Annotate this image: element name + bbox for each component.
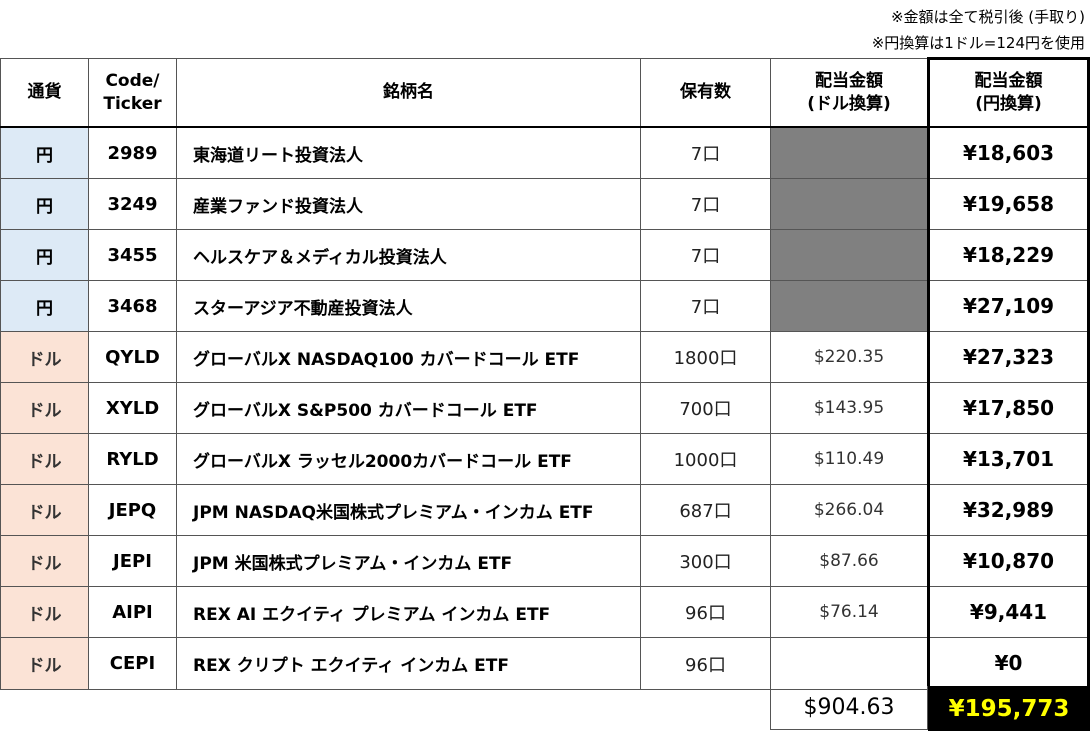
table-row: ドル JEPQ JPM NASDAQ米国株式プレミアム・インカム ETF 687口 $2…	[0, 484, 1090, 536]
name-cell: JPM NASDAQ米国株式プレミアム・インカム ETF	[176, 484, 641, 536]
totals-row: $904.63 ¥195,773	[770, 686, 1090, 731]
currency-cell: ドル	[0, 382, 89, 434]
currency-cell: 円	[0, 178, 89, 230]
usd-cell: $266.04	[770, 484, 929, 536]
currency-cell: ドル	[0, 535, 89, 587]
header-code: Code/Ticker	[88, 58, 177, 128]
masked-usd-cell	[770, 126, 929, 179]
yen-cell: ¥19,658	[927, 178, 1090, 230]
yen-cell: ¥18,603	[927, 126, 1090, 179]
code-cell: 3468	[88, 280, 177, 332]
table-row: 円 3455 ヘルスケア＆メディカル投資法人 7口 ¥18,229	[0, 229, 1090, 281]
name-cell: グローバルX NASDAQ100 カバードコール ETF	[176, 331, 641, 383]
note-rate: ※円換算は1ドル=124円を使用	[871, 34, 1085, 52]
code-cell: AIPI	[88, 586, 177, 638]
table-row: 円 2989 東海道リート投資法人 7口 ¥18,603	[0, 126, 1090, 179]
name-cell: 産業ファンド投資法人	[176, 178, 641, 230]
qty-cell: 7口	[640, 280, 771, 332]
code-cell: 3455	[88, 229, 177, 281]
usd-cell: $87.66	[770, 535, 929, 587]
header-name: 銘柄名	[176, 58, 641, 128]
currency-cell: ドル	[0, 331, 89, 383]
masked-usd-cell	[770, 280, 929, 332]
currency-cell: 円	[0, 229, 89, 281]
masked-usd-cell	[770, 229, 929, 281]
table-row: ドル JEPI JPM 米国株式プレミアム・インカム ETF 300口 $87.66 ¥1…	[0, 535, 1090, 587]
name-cell: 東海道リート投資法人	[176, 126, 641, 179]
header-qty: 保有数	[640, 58, 771, 128]
name-cell: グローバルX S&P500 カバードコール ETF	[176, 382, 641, 434]
code-cell: RYLD	[88, 433, 177, 485]
total-yen: ¥195,773	[928, 686, 1090, 731]
usd-cell: $110.49	[770, 433, 929, 485]
currency-cell: ドル	[0, 586, 89, 638]
currency-cell: ドル	[0, 433, 89, 485]
name-cell: ヘルスケア＆メディカル投資法人	[176, 229, 641, 281]
header-yen: 配当金額 (円換算)	[927, 57, 1090, 128]
yen-cell: ¥27,109	[927, 280, 1090, 332]
usd-cell: $143.95	[770, 382, 929, 434]
header-usd: 配当金額 (ドル換算)	[770, 58, 929, 128]
table-row: ドル XYLD グローバルX S&P500 カバードコール ETF 700口 $143.…	[0, 382, 1090, 434]
yen-cell: ¥17,850	[927, 382, 1090, 434]
table-row: ドル RYLD グローバルX ラッセル2000カバードコール ETF 1000口 $11…	[0, 433, 1090, 485]
qty-cell: 7口	[640, 126, 771, 179]
notes: ※金額は全て税引後 (手取り) ※円換算は1ドル=124円を使用	[872, 4, 1085, 56]
usd-cell: $220.35	[770, 331, 929, 383]
yen-cell: ¥9,441	[927, 586, 1090, 638]
qty-cell: 1000口	[640, 433, 771, 485]
qty-cell: 300口	[640, 535, 771, 587]
table-row: 円 3468 スターアジア不動産投資法人 7口 ¥27,109	[0, 280, 1090, 332]
qty-cell: 1800口	[640, 331, 771, 383]
name-cell: JPM 米国株式プレミアム・インカム ETF	[176, 535, 641, 587]
table-row: 円 3249 産業ファンド投資法人 7口 ¥19,658	[0, 178, 1090, 230]
qty-cell: 7口	[640, 229, 771, 281]
code-cell: QYLD	[88, 331, 177, 383]
table-row: ドル AIPI REX AI エクイティ プレミアム インカム ETF 96口 $76.…	[0, 586, 1090, 638]
header-currency: 通貨	[0, 58, 89, 128]
header-row: 通貨 Code/Ticker 銘柄名 保有数 配当金額 (ドル換算) 配当金額 (円…	[0, 57, 1090, 128]
qty-cell: 96口	[640, 586, 771, 638]
yen-cell: ¥32,989	[927, 484, 1090, 536]
code-cell: 2989	[88, 126, 177, 179]
currency-cell: 円	[0, 126, 89, 179]
yen-cell: ¥0	[927, 637, 1090, 691]
dividend-table: 通貨 Code/Ticker 銘柄名 保有数 配当金額 (ドル換算) 配当金額 (円…	[0, 57, 1090, 691]
table-row: ドル CEPI REX クリプト エクイティ インカム ETF 96口 ¥0	[0, 637, 1090, 691]
yen-cell: ¥18,229	[927, 229, 1090, 281]
currency-cell: 円	[0, 280, 89, 332]
qty-cell: 7口	[640, 178, 771, 230]
usd-cell	[770, 637, 929, 690]
qty-cell: 687口	[640, 484, 771, 536]
yen-cell: ¥10,870	[927, 535, 1090, 587]
name-cell: REX AI エクイティ プレミアム インカム ETF	[176, 586, 641, 638]
code-cell: JEPQ	[88, 484, 177, 536]
yen-cell: ¥13,701	[927, 433, 1090, 485]
currency-cell: ドル	[0, 637, 89, 690]
qty-cell: 96口	[640, 637, 771, 690]
code-cell: JEPI	[88, 535, 177, 587]
yen-cell: ¥27,323	[927, 331, 1090, 383]
name-cell: グローバルX ラッセル2000カバードコール ETF	[176, 433, 641, 485]
code-cell: CEPI	[88, 637, 177, 690]
table-row: ドル QYLD グローバルX NASDAQ100 カバードコール ETF 1800口 $…	[0, 331, 1090, 383]
code-cell: XYLD	[88, 382, 177, 434]
total-usd: $904.63	[770, 686, 928, 730]
usd-cell: $76.14	[770, 586, 929, 638]
masked-usd-cell	[770, 178, 929, 230]
currency-cell: ドル	[0, 484, 89, 536]
qty-cell: 700口	[640, 382, 771, 434]
note-tax: ※金額は全て税引後 (手取り)	[890, 8, 1085, 26]
name-cell: スターアジア不動産投資法人	[176, 280, 641, 332]
name-cell: REX クリプト エクイティ インカム ETF	[176, 637, 641, 690]
code-cell: 3249	[88, 178, 177, 230]
